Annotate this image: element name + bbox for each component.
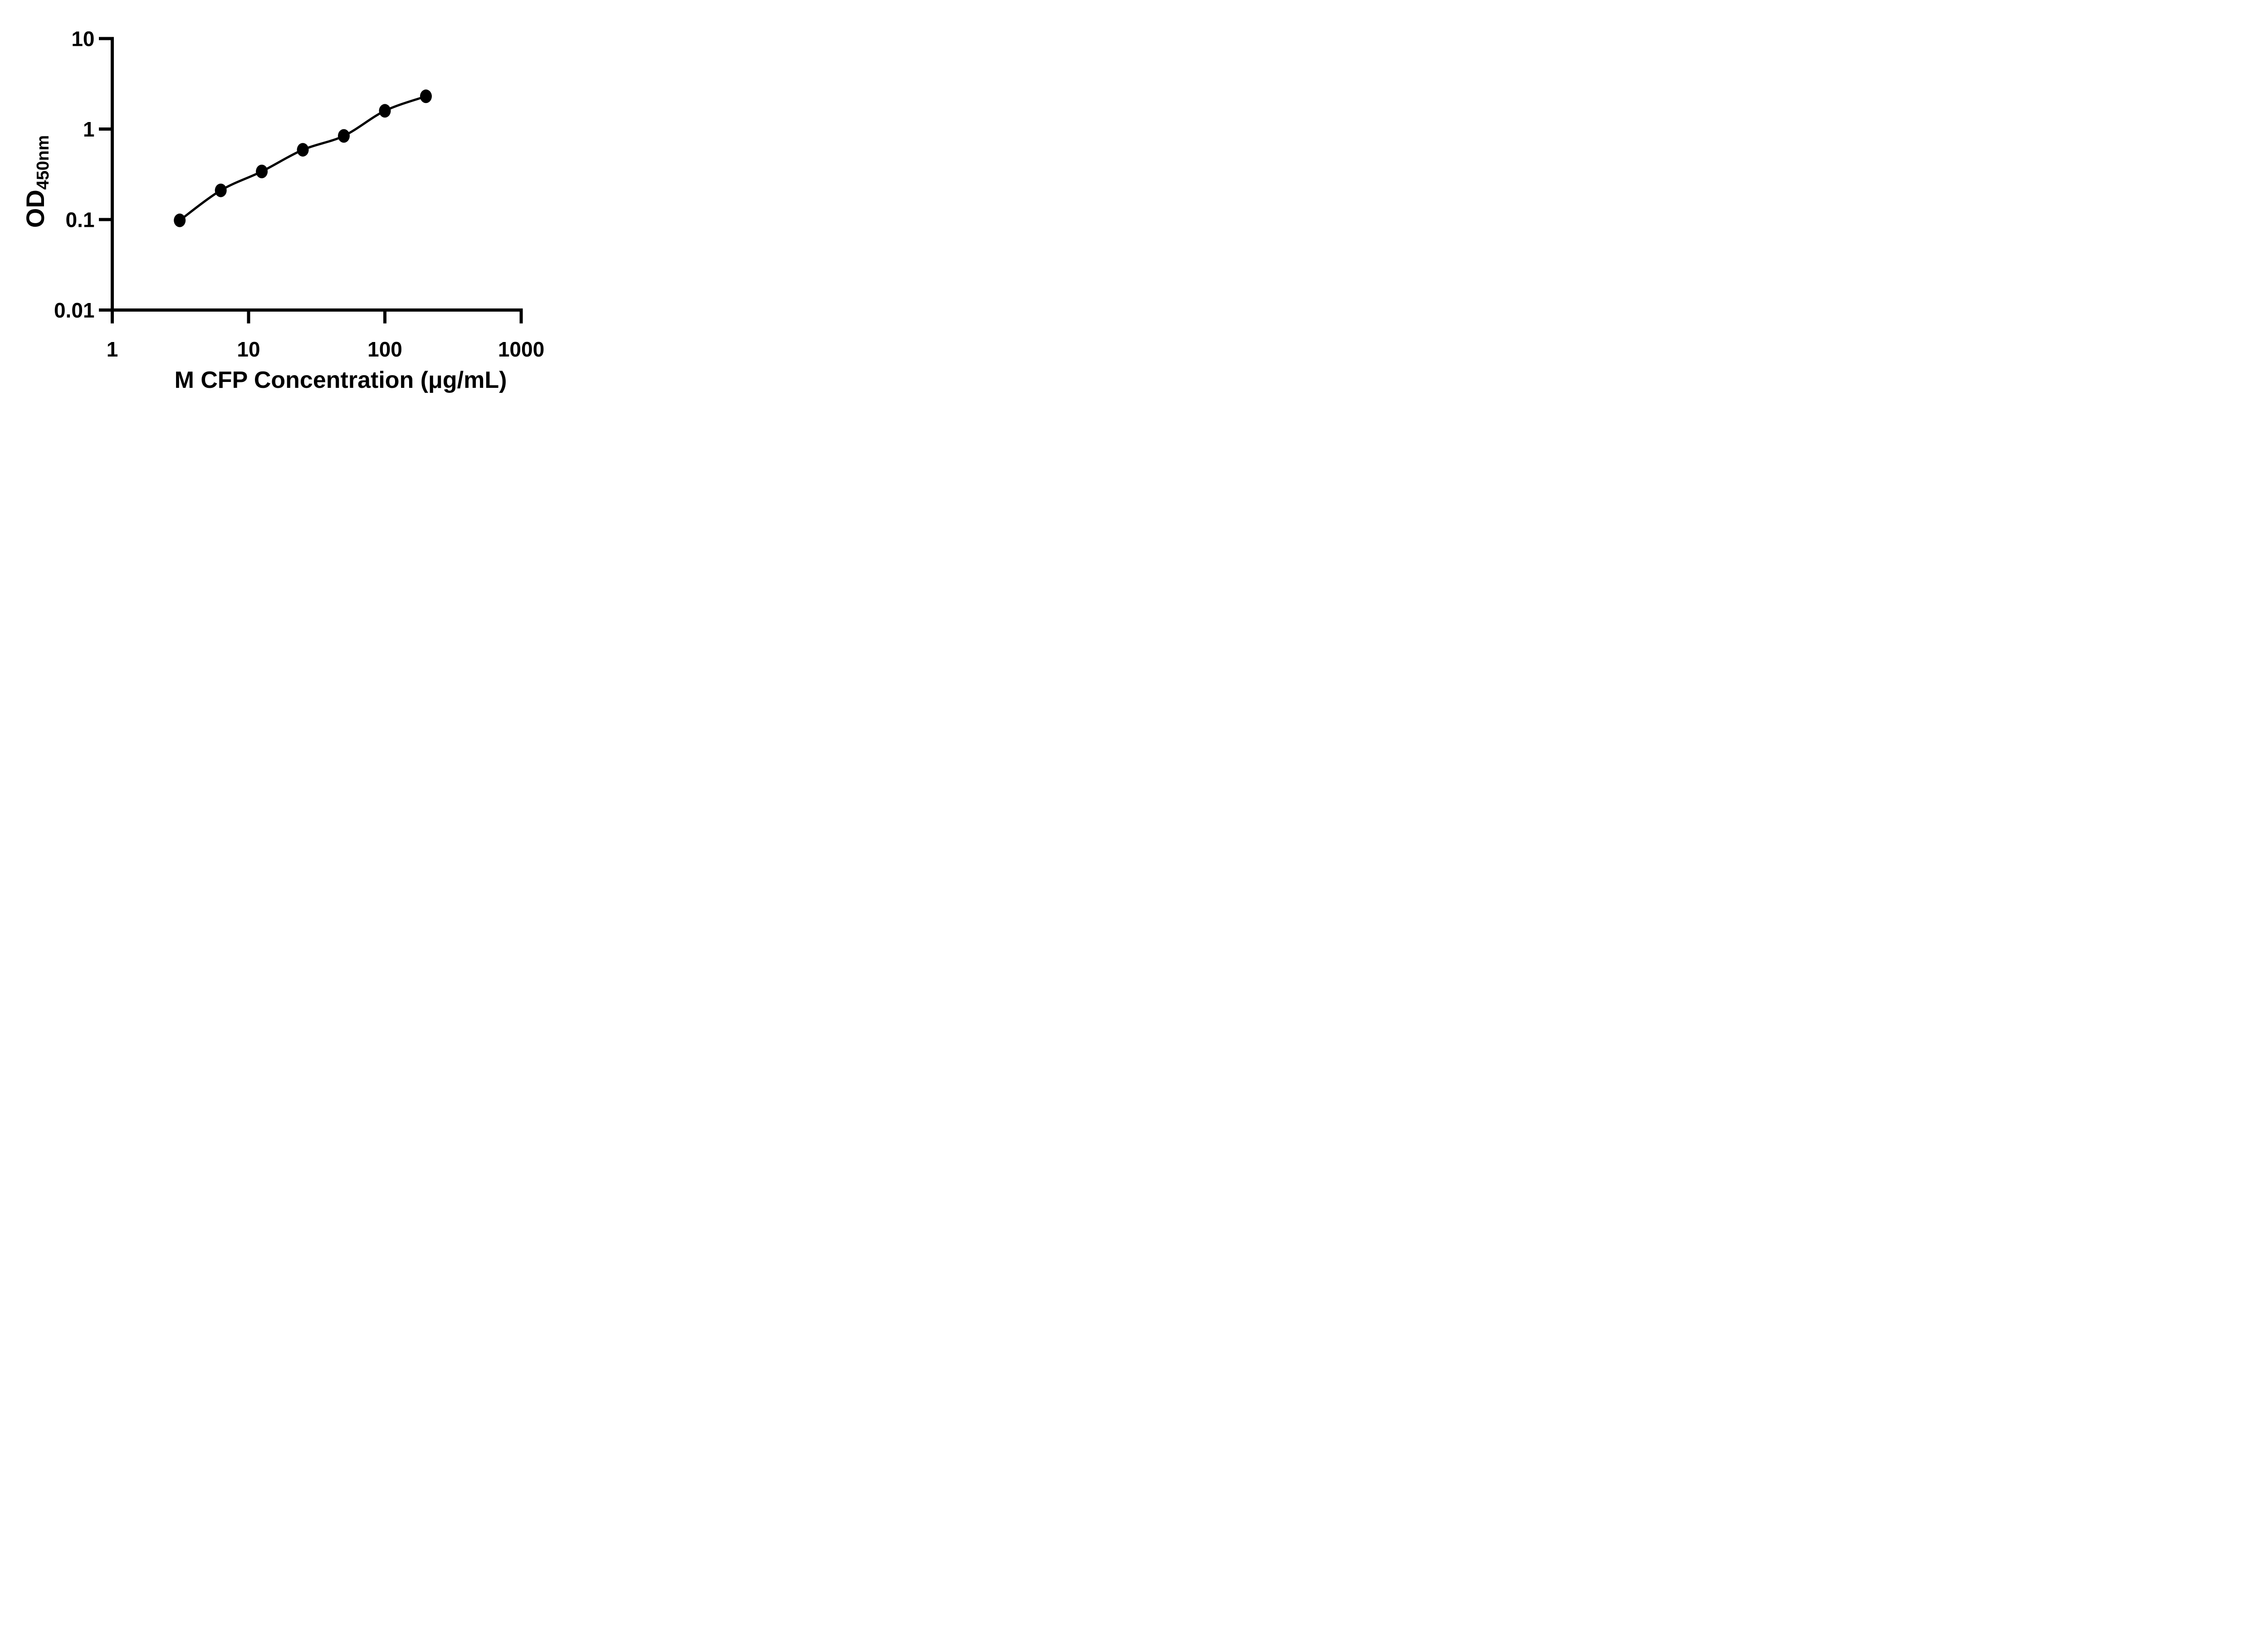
x-axis-title: M CFP Concentration (μg/mL)	[175, 367, 507, 393]
y-tick-label: 0.01	[54, 298, 95, 322]
y-tick-label: 10	[71, 27, 94, 51]
data-point-2	[215, 183, 227, 197]
standard-curve-chart: 10 1 0.1 0.01 1 10 100 1000 M CFP Concentration …	[21, 27, 544, 394]
x-tick-label: 1000	[498, 337, 544, 361]
data-point-6	[379, 104, 391, 118]
data-point-3	[256, 165, 268, 178]
y-tick-label: 0.1	[66, 208, 95, 232]
data-point-5	[338, 129, 350, 143]
data-point-7	[420, 89, 432, 103]
figure: 10 1 0.1 0.01 1 10 100 1000 M CFP Concentration …	[0, 0, 583, 408]
x-tick-label: 1	[107, 337, 118, 361]
data-point-4	[297, 143, 309, 157]
x-tick-label: 10	[237, 337, 260, 361]
x-tick-label: 100	[367, 337, 402, 361]
y-tick-label: 1	[83, 117, 95, 141]
y-axis-title-text: OD450nm	[21, 135, 53, 228]
y-axis-title: OD450nm	[21, 135, 53, 228]
data-point-1	[174, 213, 186, 227]
